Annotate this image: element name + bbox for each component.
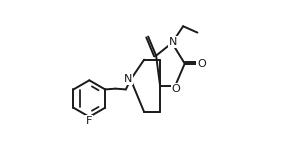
Text: O: O: [172, 84, 180, 94]
Text: N: N: [169, 37, 177, 47]
Text: N: N: [124, 75, 132, 84]
Text: O: O: [197, 59, 206, 69]
Text: F: F: [86, 116, 92, 126]
